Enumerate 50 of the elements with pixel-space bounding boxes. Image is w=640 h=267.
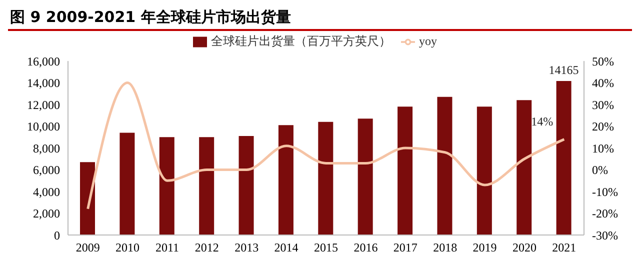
bar	[358, 118, 373, 235]
y2-tick-label: 0%	[592, 163, 608, 178]
bar	[318, 122, 334, 235]
y2-tick-label: -30%	[592, 228, 618, 242]
y2-tick-label: 10%	[592, 141, 614, 156]
x-tick-label: 2010	[116, 240, 140, 255]
y-tick-label: 8,000	[33, 141, 60, 156]
x-tick-label: 2012	[194, 240, 219, 255]
bar	[80, 162, 95, 235]
x-tick-label: 2017	[393, 240, 418, 255]
bar	[159, 137, 174, 235]
x-tick-label: 2016	[354, 240, 378, 255]
bar	[556, 80, 572, 235]
y2-tick-label: 40%	[592, 76, 614, 90]
data-label: 14165	[548, 62, 579, 77]
bar	[120, 132, 135, 235]
x-tick-label: 2021	[552, 240, 576, 255]
y2-tick-label: 20%	[592, 120, 614, 134]
x-tick-label: 2020	[512, 240, 536, 255]
legend-label: yoy	[419, 34, 437, 48]
x-tick-label: 2018	[433, 240, 458, 255]
bar	[516, 100, 532, 235]
y2-tick-label: 30%	[592, 98, 614, 112]
y-tick-label: 0	[54, 228, 60, 242]
x-tick-label: 2011	[155, 240, 180, 255]
chart-title: 图 9 2009-2021 年全球硅片市场出货量	[8, 8, 632, 31]
bar	[476, 106, 492, 235]
y-tick-label: 16,000	[27, 54, 60, 68]
bar	[398, 106, 413, 235]
y-tick-label: 14,000	[27, 76, 60, 90]
x-tick-label: 2009	[76, 240, 100, 255]
bar	[278, 125, 294, 235]
data-label: 14%	[531, 114, 554, 128]
line-series	[86, 82, 566, 210]
y2-tick-label: -20%	[592, 206, 618, 221]
bar	[437, 96, 452, 235]
x-tick-label: 2014	[274, 240, 298, 255]
x-tick-label: 2015	[314, 240, 338, 255]
bar	[238, 136, 254, 235]
legend-label: 全球硅片出货量（百万平方英尺）	[211, 34, 391, 48]
x-tick-label: 2019	[472, 240, 497, 255]
y-tick-label: 2,000	[33, 206, 60, 221]
y-tick-label: 12,000	[27, 98, 60, 112]
y2-tick-label: 50%	[592, 54, 614, 68]
y-tick-label: 10,000	[27, 120, 60, 134]
y-tick-label: 6,000	[33, 163, 60, 178]
x-tick-label: 2013	[234, 240, 259, 255]
y-tick-label: 4,000	[33, 184, 60, 199]
y2-tick-label: -10%	[592, 184, 618, 199]
bar	[199, 137, 214, 235]
